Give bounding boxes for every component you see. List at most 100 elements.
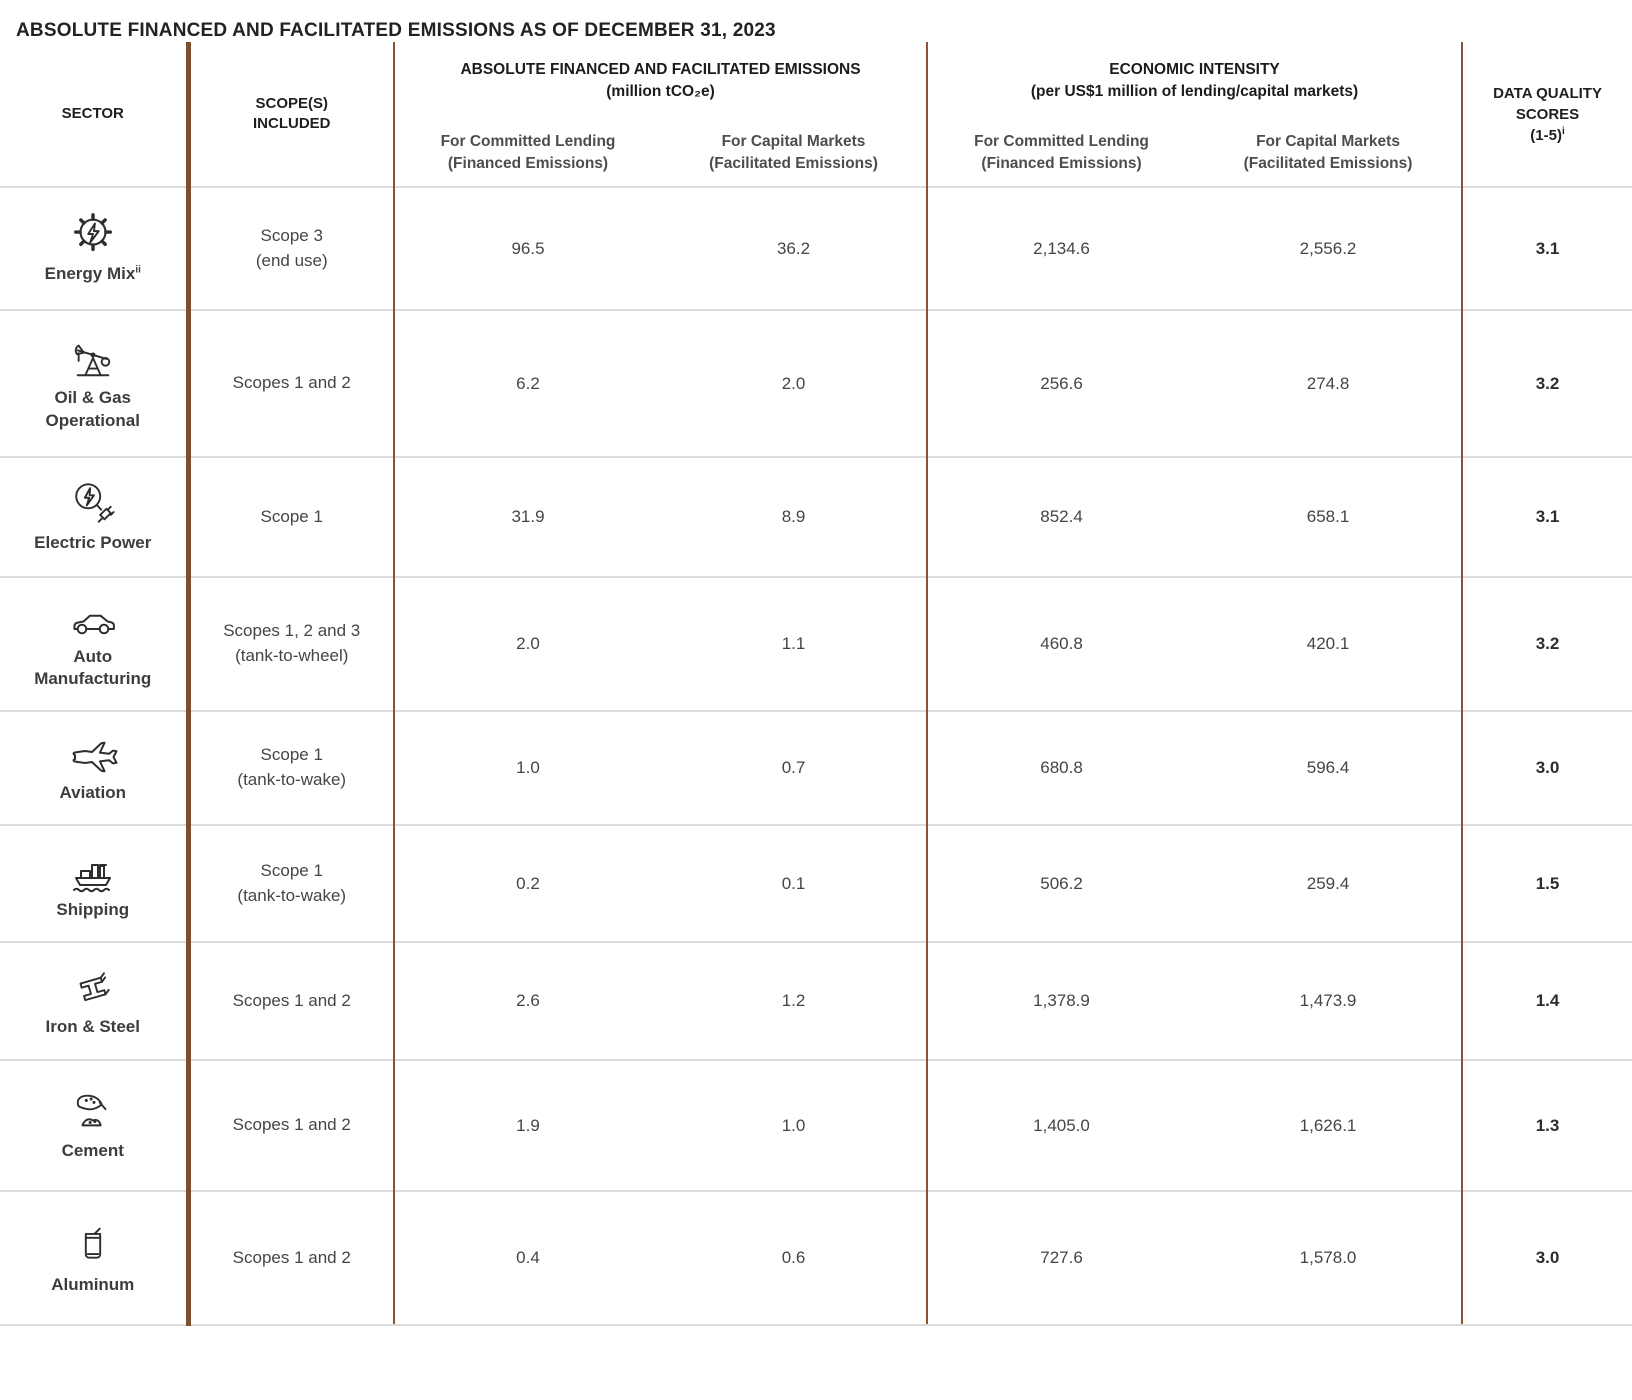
financed-emissions-value: 2.6 <box>394 941 661 1060</box>
header-economic-intensity-group: ECONOMIC INTENSITY (per US$1 million of … <box>927 42 1464 120</box>
gear-lightning-icon <box>69 211 117 257</box>
economic-intensity-capital-value: 2,556.2 <box>1195 186 1464 310</box>
economic-intensity-lending-value: 680.8 <box>927 710 1196 825</box>
sector-cell: Aviation <box>0 710 191 825</box>
data-quality-score: 3.0 <box>1462 710 1632 825</box>
scope-cell: Scopes 1, 2 and 3 (tank-to-wheel) <box>188 576 395 711</box>
table-row-aviation: Aviation Scope 1 (tank-to-wake) 1.0 0.7 … <box>0 710 1632 825</box>
economic-intensity-capital-value: 1,578.0 <box>1195 1190 1464 1326</box>
financed-emissions-value: 0.4 <box>394 1190 661 1326</box>
table-row-cement: Cement Scopes 1 and 2 1.9 1.0 1,405.0 1,… <box>0 1059 1632 1191</box>
sector-cell: Cement <box>0 1059 191 1191</box>
facilitated-emissions-value: 0.1 <box>661 824 929 942</box>
scope-cell: Scope 3 (end use) <box>188 186 395 310</box>
sector-label: Energy Mixii <box>44 264 141 284</box>
sector-cell: Shipping <box>0 824 191 942</box>
data-quality-score: 1.3 <box>1462 1059 1632 1191</box>
aluminum-can-icon <box>70 1220 116 1268</box>
header-abs-capital-markets: For Capital Markets (Facilitated Emissio… <box>661 120 929 187</box>
table-row-shipping: Shipping Scope 1 (tank-to-wake) 0.2 0.1 … <box>0 824 1632 942</box>
economic-intensity-lending-value: 2,134.6 <box>927 186 1196 310</box>
economic-intensity-lending-value: 460.8 <box>927 576 1196 711</box>
scope-cell: Scopes 1 and 2 <box>188 1059 395 1191</box>
facilitated-emissions-value: 0.6 <box>661 1190 929 1326</box>
facilitated-emissions-value: 36.2 <box>661 186 929 310</box>
emissions-table: SECTOR SCOPE(S) INCLUDED ABSOLUTE FINANC… <box>0 42 1632 1326</box>
sector-cell: Auto Manufacturing <box>0 576 191 711</box>
scope-cell: Scopes 1 and 2 <box>188 309 395 457</box>
data-quality-score: 3.0 <box>1462 1190 1632 1326</box>
sector-cell: Iron & Steel <box>0 941 191 1060</box>
header-sector: SECTOR <box>0 42 191 187</box>
scope-cell: Scopes 1 and 2 <box>188 941 395 1060</box>
sector-cell: Energy Mixii <box>0 186 191 310</box>
facilitated-emissions-value: 1.1 <box>661 576 929 711</box>
data-quality-score: 3.1 <box>1462 456 1632 577</box>
header-scopes-included: SCOPE(S) INCLUDED <box>188 42 395 187</box>
sector-cell: Aluminum <box>0 1190 191 1326</box>
facilitated-emissions-value: 0.7 <box>661 710 929 825</box>
dqs-footnote-marker: i <box>1561 125 1565 137</box>
data-quality-score: 1.4 <box>1462 941 1632 1060</box>
cargo-ship-icon <box>68 845 118 893</box>
financed-emissions-value: 96.5 <box>394 186 661 310</box>
financed-emissions-value: 31.9 <box>394 456 661 577</box>
airplane-icon <box>67 732 119 776</box>
sector-label: Iron & Steel <box>45 1016 140 1036</box>
header-econ-capital-markets: For Capital Markets (Facilitated Emissio… <box>1195 120 1464 187</box>
data-quality-score: 1.5 <box>1462 824 1632 942</box>
financed-emissions-value: 1.0 <box>394 710 661 825</box>
facilitated-emissions-value: 1.2 <box>661 941 929 1060</box>
header-abs-committed-lending: For Committed Lending (Financed Emission… <box>440 133 616 172</box>
sector-label: Auto Manufacturing <box>34 646 152 688</box>
dqs-header-text: DATA QUALITY SCORES (1-5) <box>1493 84 1602 144</box>
cement-trowel-icon <box>68 1088 118 1134</box>
financed-emissions-value: 1.9 <box>394 1059 661 1191</box>
economic-intensity-capital-value: 1,473.9 <box>1195 941 1464 1060</box>
sector-cell: Electric Power <box>0 456 191 577</box>
table-row-aluminum: Aluminum Scopes 1 and 2 0.4 0.6 727.6 1,… <box>0 1190 1632 1326</box>
facilitated-emissions-value: 1.0 <box>661 1059 929 1191</box>
table-row-electric-power: Electric Power Scope 1 31.9 8.9 852.4 65… <box>0 456 1632 577</box>
economic-intensity-lending-value: 506.2 <box>927 824 1196 942</box>
facilitated-emissions-value: 8.9 <box>661 456 929 577</box>
sector-label: Cement <box>61 1141 124 1161</box>
page-title: ABSOLUTE FINANCED AND FACILITATED EMISSI… <box>16 20 776 41</box>
sector-label: Shipping <box>56 900 130 920</box>
scope-cell: Scope 1 (tank-to-wake) <box>188 824 395 942</box>
electric-plug-lightning-icon <box>69 480 117 526</box>
economic-intensity-lending-value: 727.6 <box>927 1190 1196 1326</box>
facilitated-emissions-value: 2.0 <box>661 309 929 457</box>
economic-intensity-lending-value: 1,405.0 <box>927 1059 1196 1191</box>
data-quality-score: 3.2 <box>1462 576 1632 711</box>
sector-label: Aluminum <box>51 1274 135 1294</box>
economic-intensity-lending-value: 852.4 <box>927 456 1196 577</box>
economic-intensity-lending-value: 1,378.9 <box>927 941 1196 1060</box>
table-row-energy-mix: Energy Mixii Scope 3 (end use) 96.5 36.2… <box>0 186 1632 310</box>
table-row-iron-steel: Iron & Steel Scopes 1 and 2 2.6 1.2 1,37… <box>0 941 1632 1060</box>
financed-emissions-value: 2.0 <box>394 576 661 711</box>
report-page: ABSOLUTE FINANCED AND FACILITATED EMISSI… <box>0 20 1632 1326</box>
table-row-auto-manufacturing: Auto Manufacturing Scopes 1, 2 and 3 (ta… <box>0 576 1632 711</box>
sector-label: Electric Power <box>34 532 152 552</box>
header-absolute-emissions-group: ABSOLUTE FINANCED AND FACILITATED EMISSI… <box>394 42 929 120</box>
data-quality-score: 3.1 <box>1462 186 1632 310</box>
scope-cell: Scopes 1 and 2 <box>188 1190 395 1326</box>
financed-emissions-value: 6.2 <box>394 309 661 457</box>
economic-intensity-capital-value: 259.4 <box>1195 824 1464 942</box>
steel-i-beam-icon <box>68 964 118 1010</box>
financed-emissions-value: 0.2 <box>394 824 661 942</box>
economic-intensity-capital-value: 596.4 <box>1195 710 1464 825</box>
economic-intensity-capital-value: 420.1 <box>1195 576 1464 711</box>
scope-cell: Scope 1 (tank-to-wake) <box>188 710 395 825</box>
table-row-oil-gas: Oil & Gas Operational Scopes 1 and 2 6.2… <box>0 309 1632 457</box>
economic-intensity-capital-value: 1,626.1 <box>1195 1059 1464 1191</box>
economic-intensity-lending-value: 256.6 <box>927 309 1196 457</box>
scope-cell: Scope 1 <box>188 456 395 577</box>
economic-intensity-capital-value: 274.8 <box>1195 309 1464 457</box>
oil-pumpjack-icon <box>69 335 117 381</box>
data-quality-score: 3.2 <box>1462 309 1632 457</box>
header-data-quality-scores: DATA QUALITY SCORES (1-5)i <box>1462 42 1632 187</box>
sector-cell: Oil & Gas Operational <box>0 309 191 457</box>
car-icon <box>68 598 118 640</box>
